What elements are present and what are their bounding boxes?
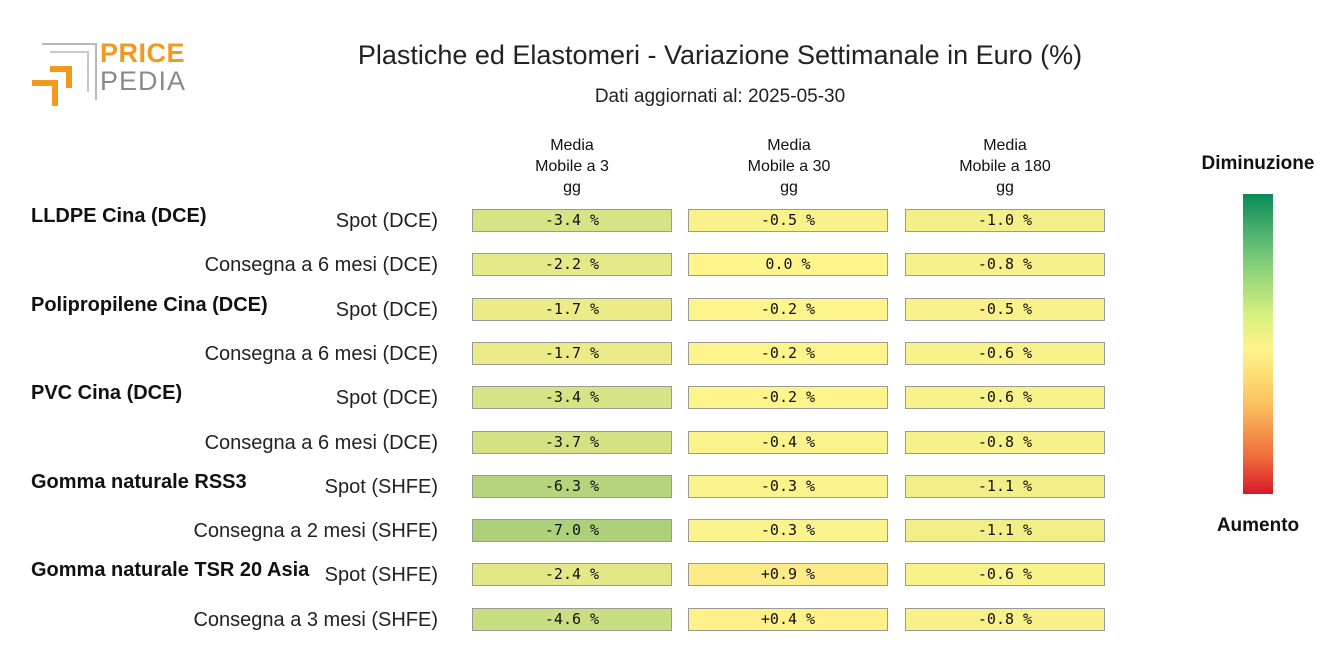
pricepedia-logo: PRICE PEDIA [28, 38, 188, 110]
group-name: LLDPE Cina (DCE) [31, 205, 207, 227]
heatmap-cell: -7.0 % [472, 519, 672, 543]
logo-word-price: PRICE [100, 38, 186, 68]
row-label: Spot (SHFE) [324, 564, 438, 587]
heatmap-cell: -0.8 % [905, 430, 1105, 454]
heatmap-cell: -3.4 % [472, 209, 672, 232]
heatmap-cell: 0.0 % [688, 253, 888, 277]
heatmap-cell: -2.2 % [472, 253, 672, 277]
heatmap-cell: -0.2 % [688, 386, 888, 410]
column-header: Media Mobile a 30 gg [747, 137, 831, 196]
legend-bottom-label: Aumento [1216, 515, 1300, 536]
logo-word-pedia: PEDIA [100, 66, 187, 96]
heatmap-cell: -3.4 % [472, 386, 672, 410]
heatmap-cell: -0.6 % [905, 341, 1105, 365]
heatmap-cell: -0.8 % [905, 253, 1105, 277]
heatmap-cell: -0.5 % [905, 297, 1105, 321]
row-label: Consegna a 3 mesi (SHFE) [193, 608, 438, 631]
chart-title: Plastiche ed Elastomeri - Variazione Set… [357, 40, 1083, 70]
heatmap-cell: +0.9 % [688, 563, 888, 587]
heatmap-cell: -0.6 % [905, 386, 1105, 410]
heatmap-cell: -0.5 % [688, 209, 888, 232]
row-label: Consegna a 2 mesi (SHFE) [193, 520, 438, 543]
row-label: Spot (DCE) [335, 298, 438, 321]
group-name: Gomma naturale RSS3 [31, 470, 247, 493]
chart-subtitle: Dati aggiornati al: 2025-05-30 [594, 86, 846, 107]
row-label: Consegna a 6 mesi (DCE) [204, 254, 438, 277]
heatmap-cell: -2.4 % [472, 563, 672, 587]
color-scale-bar [1243, 194, 1273, 494]
heatmap-cell: -0.8 % [905, 607, 1105, 631]
legend-top-label: Diminuzione [1201, 153, 1315, 174]
row-label: Spot (SHFE) [324, 475, 438, 498]
heatmap-cell: -3.7 % [472, 430, 672, 454]
row-label: Consegna a 6 mesi (DCE) [204, 342, 438, 365]
heatmap-cell: -0.6 % [905, 563, 1105, 587]
heatmap-cell: -1.0 % [905, 209, 1105, 232]
heatmap-cell: -6.3 % [472, 474, 672, 498]
heatmap-cell: -1.7 % [472, 297, 672, 321]
column-header: Media Mobile a 3 gg [535, 137, 609, 196]
row-label: Spot (DCE) [335, 210, 438, 232]
logo-mark-icon [32, 43, 97, 106]
heatmap-cell: -1.7 % [472, 341, 672, 365]
group-name: Polipropilene Cina (DCE) [31, 293, 268, 316]
heatmap-cell: -1.1 % [905, 474, 1105, 498]
column-header: Media Mobile a 180 gg [959, 137, 1051, 196]
heatmap-cell: -0.2 % [688, 341, 888, 365]
row-label: Spot (DCE) [335, 387, 438, 410]
heatmap-cell: -1.1 % [905, 519, 1105, 543]
heatmap-cell: -4.6 % [472, 607, 672, 631]
heatmap-cell: -0.2 % [688, 297, 888, 321]
group-name: Gomma naturale TSR 20 Asia [31, 559, 310, 582]
heatmap-cell: +0.4 % [688, 607, 888, 631]
group-name: PVC Cina (DCE) [31, 382, 183, 405]
heatmap-cell: -0.3 % [688, 519, 888, 543]
heatmap-cell: -0.3 % [688, 474, 888, 498]
row-label: Consegna a 6 mesi (DCE) [204, 431, 438, 454]
heatmap-cell: -0.4 % [688, 430, 888, 454]
